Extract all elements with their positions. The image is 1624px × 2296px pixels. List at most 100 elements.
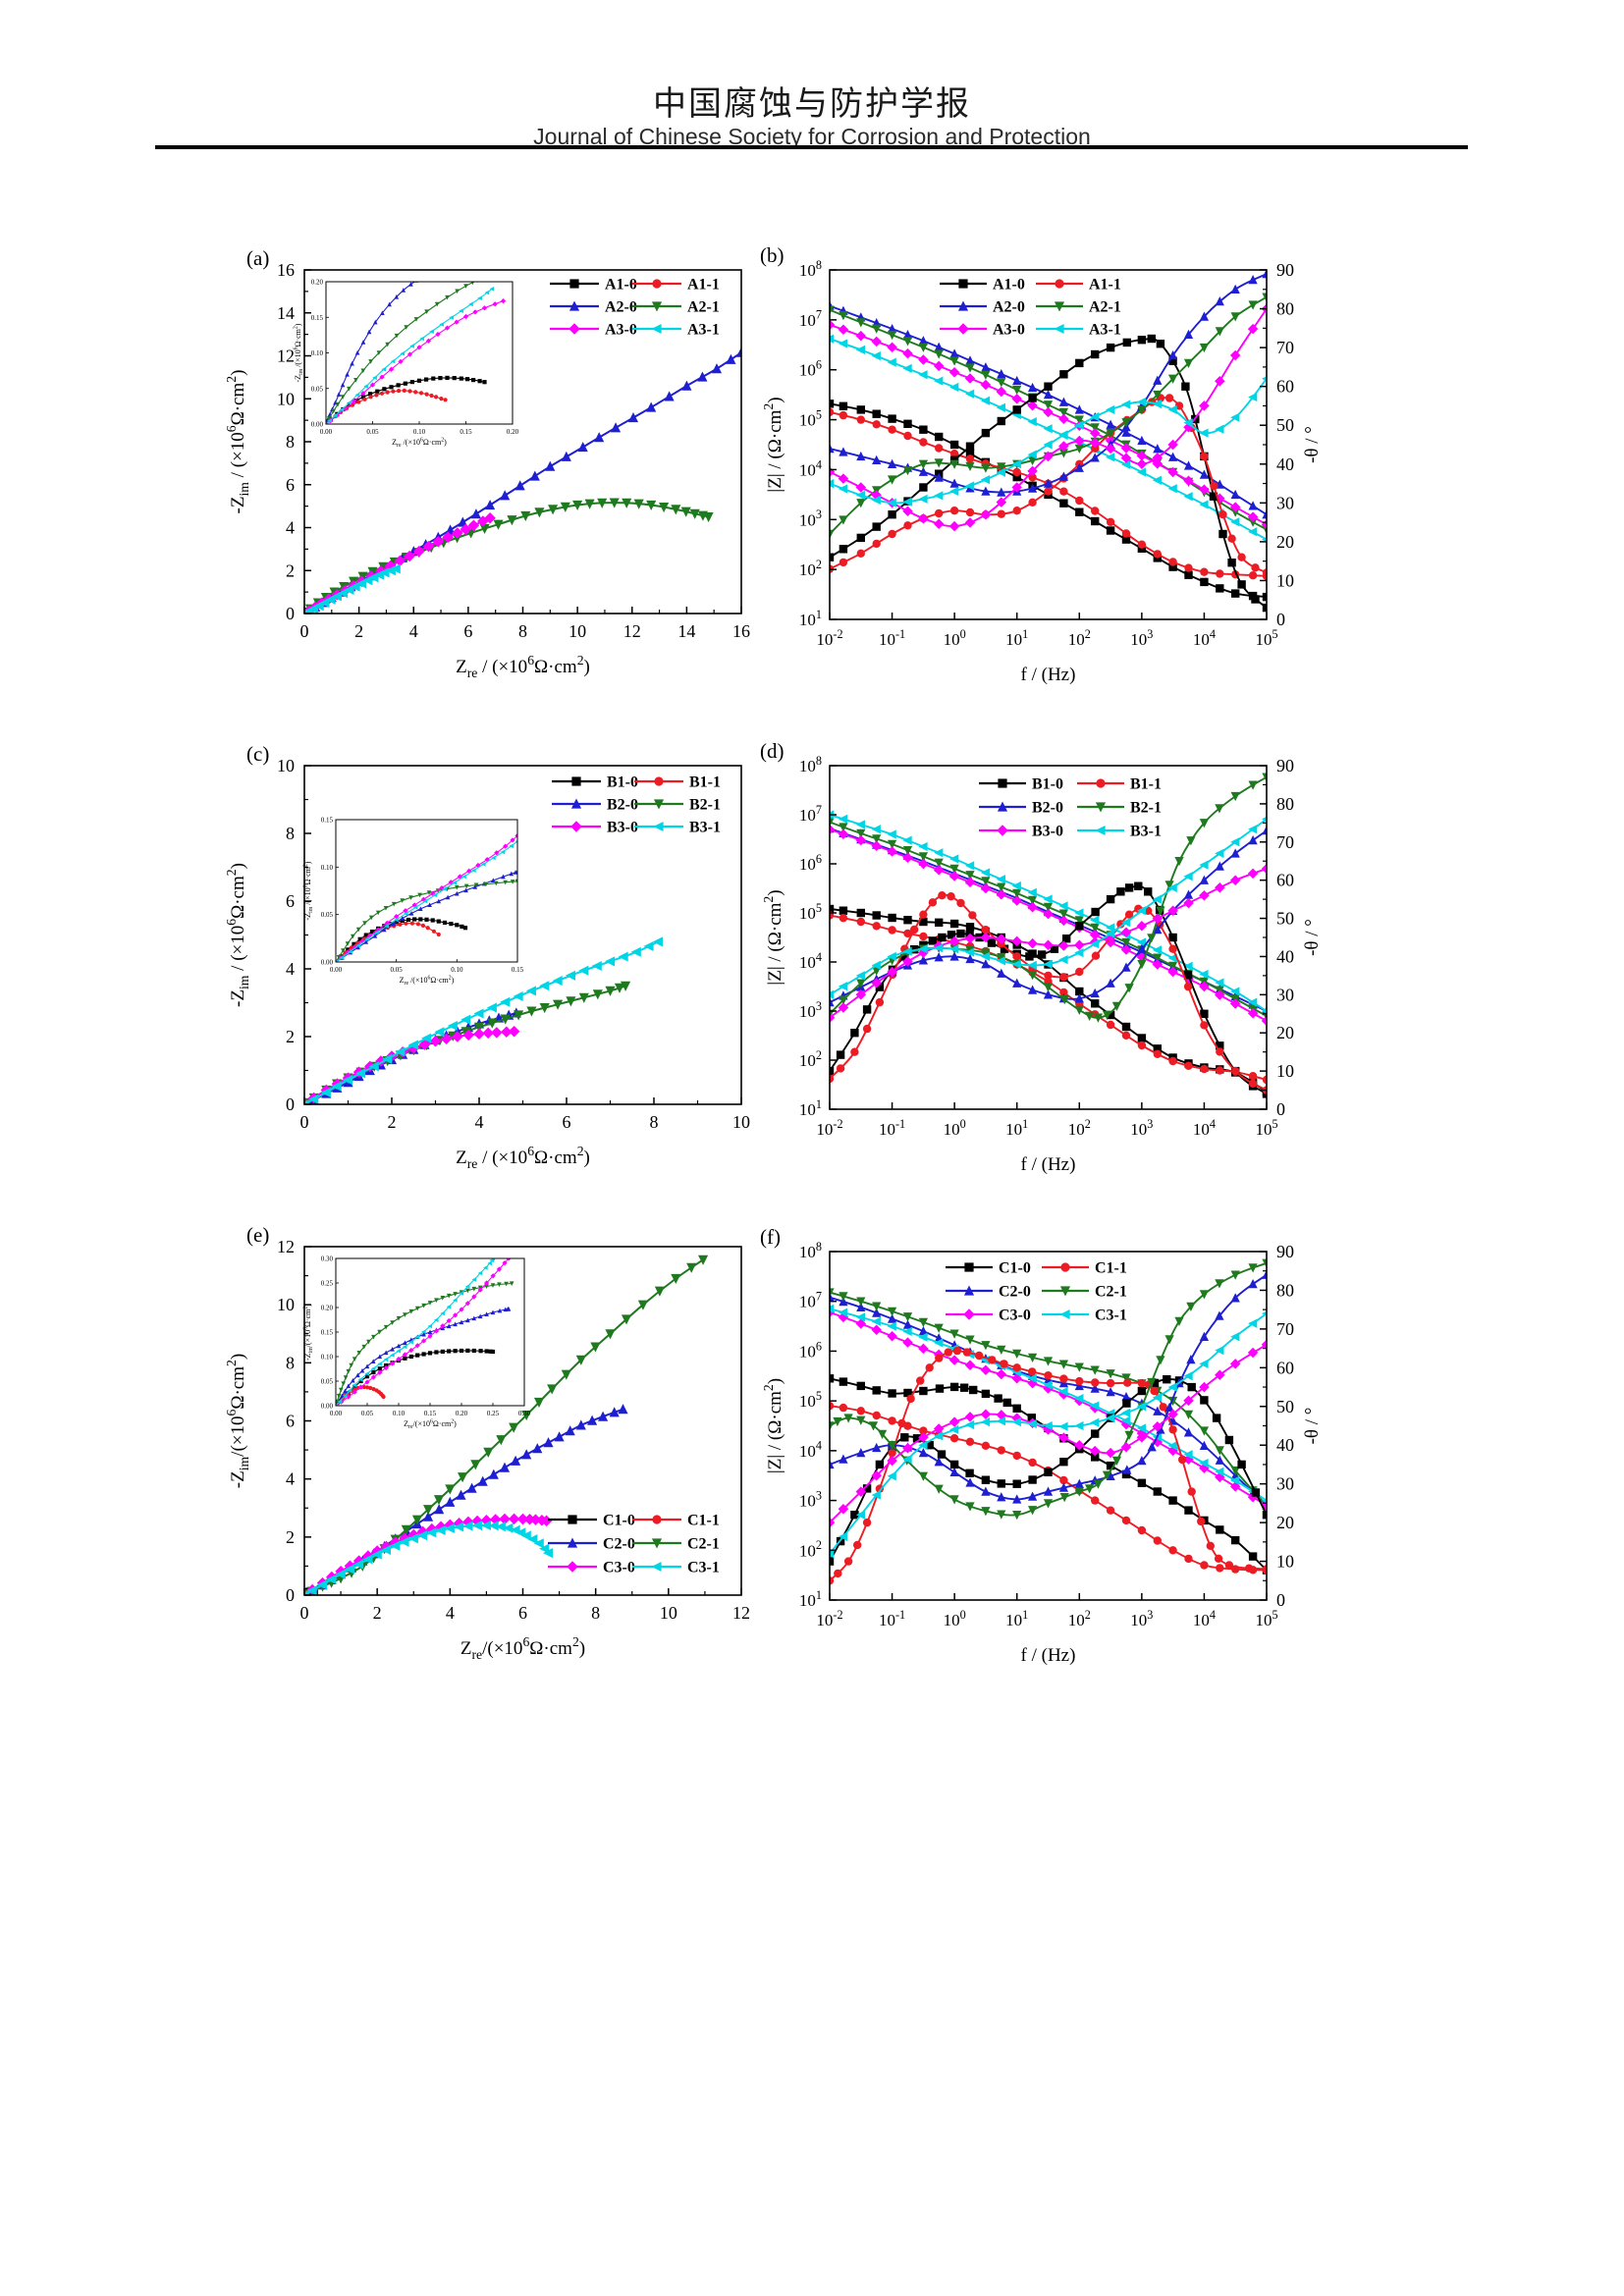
legend-label: A3-1 xyxy=(1089,322,1121,339)
y-right-tick-label: 0 xyxy=(1276,1099,1285,1119)
x-tick-label: 10 xyxy=(568,621,586,641)
y-right-tick-label: 30 xyxy=(1276,1474,1294,1494)
x-axis-title: Zre​/(×106​Ω·cm2​) xyxy=(460,1634,585,1662)
y-right-tick-label: 60 xyxy=(1276,871,1294,890)
y-tick-label: 0 xyxy=(286,604,295,623)
series-A3-1 xyxy=(326,286,495,424)
series-C2-1 xyxy=(336,1281,514,1406)
y-tick-label: 10 xyxy=(277,1295,295,1314)
series-B2-1 xyxy=(336,879,517,962)
x-tick-label: 2 xyxy=(388,1112,397,1132)
y-right-tick-label: 10 xyxy=(1276,1552,1294,1572)
inset-x-tick: 0.15 xyxy=(424,1410,437,1417)
x-axis-title: Zre​ / (×106​Ω·cm2​) xyxy=(456,1144,590,1171)
legend-item-A2-1: A2-1 xyxy=(632,299,720,316)
panel-d-bode-chart: 10-2​ 10-1​ 100​ 101​ 102​ 103​ 104​ 105​ 101​ 10… xyxy=(756,731,1394,1193)
y-right-tick-label: 90 xyxy=(1276,756,1294,775)
inset-y-tick: 0.05 xyxy=(311,385,324,393)
y-tick-label: 14 xyxy=(277,303,295,323)
y-left-tick-label: 108​ xyxy=(799,754,822,775)
inset-x-tick: 0.05 xyxy=(366,428,379,436)
legend-item-B2-0: B2-0 xyxy=(552,797,638,814)
y-left-tick-label: 105​ xyxy=(799,901,822,923)
legend-item-C1-0: C1-0 xyxy=(946,1260,1031,1277)
x-tick-label: 12 xyxy=(732,1603,750,1623)
series-B3-0 xyxy=(304,1026,520,1104)
inset-chart: 0.000.00 0.05 0.05 0.10 0.10 0.15 0.15 Zre​ /(×… xyxy=(303,817,524,988)
y-right-tick-label: 40 xyxy=(1276,946,1294,966)
y-left-tick-label: 104​ xyxy=(799,950,822,972)
panel-label: (c) xyxy=(246,742,269,766)
panel-c-nyquist-chart: 0 2 4 6 8 10 0 2 4 6 8 10 Zre​ / (×106​Ω·cm2​) -Zim​ … xyxy=(182,726,771,1188)
x-tick-label: 2 xyxy=(373,1603,382,1623)
x-axis-title: Zre​ / (×106​Ω·cm2​) xyxy=(456,653,590,680)
legend-label: C3-0 xyxy=(603,1560,635,1576)
y-right-tick-label: 60 xyxy=(1276,377,1294,397)
legend-label: B2-1 xyxy=(689,797,721,814)
y-tick-label: 4 xyxy=(286,1469,295,1489)
legend-item-A1-0: A1-0 xyxy=(550,277,637,294)
x-tick-label: 6 xyxy=(518,1603,527,1623)
y-tick-label: 4 xyxy=(286,518,295,538)
inset-y-tick: 0.00 xyxy=(311,421,324,429)
legend-label: C2-1 xyxy=(687,1536,720,1553)
y-left-tick-label: 103​ xyxy=(799,999,822,1021)
y-tick-label: 12 xyxy=(277,347,295,366)
legend-item-B3-0: B3-0 xyxy=(979,824,1063,840)
legend-item-B3-1: B3-1 xyxy=(634,820,721,836)
y-left-tick-label: 107​ xyxy=(799,308,822,330)
x-tick-label: 105​ xyxy=(1255,1608,1277,1629)
panel-label: (d) xyxy=(760,739,785,763)
x-tick-label: 14 xyxy=(677,621,695,641)
legend-item-A1-1: A1-1 xyxy=(1036,277,1121,294)
legend-label: B2-0 xyxy=(1032,800,1063,817)
legend-item-B2-0: B2-0 xyxy=(979,800,1063,817)
y-left-tick-label: 104​ xyxy=(799,457,822,479)
series-C3-1 xyxy=(304,1520,554,1595)
x-tick-label: 102​ xyxy=(1068,1117,1091,1139)
x-tick-label: 101​ xyxy=(1005,1608,1028,1629)
y-right-tick-label: 10 xyxy=(1276,1061,1294,1081)
legend-label: C2-0 xyxy=(603,1536,635,1553)
legend-item-B3-1: B3-1 xyxy=(1077,824,1162,840)
inset-y-title: -Zim​/(×106​Ω·cm2​) xyxy=(303,1304,314,1361)
inset-y-tick: 0.00 xyxy=(321,1403,334,1411)
y-axis-title: -Zim​/(×106​Ω·cm2​) xyxy=(224,1354,251,1488)
inset-y-title: -Zim​ /(×106​Ω·cm2​) xyxy=(303,861,314,920)
legend-item-B3-0: B3-0 xyxy=(552,820,638,836)
legend-item-A2-0: A2-0 xyxy=(550,299,637,316)
legend-label: B2-0 xyxy=(607,797,638,814)
inset-y-tick: 0.00 xyxy=(321,959,334,967)
x-tick-label: 102​ xyxy=(1068,627,1091,649)
series-B3-0 xyxy=(336,832,517,962)
inset-x-title: Zre​ /(×106​Ω·cm2​) xyxy=(400,976,455,987)
legend-label: C1-0 xyxy=(999,1260,1031,1277)
y-right-tick-label: 50 xyxy=(1276,909,1294,929)
x-axis-title: f / (Hz) xyxy=(1021,1645,1076,1666)
x-tick-label: 4 xyxy=(475,1112,484,1132)
y-tick-label: 8 xyxy=(286,1353,295,1372)
y-tick-label: 6 xyxy=(286,891,295,911)
legend-item-C2-0: C2-0 xyxy=(946,1284,1031,1301)
inset-y-tick: 0.15 xyxy=(321,817,334,825)
nyquist-plot-a: 0 2 4 6 8 10 12 14 16 0 2 4 6 8 10 12 14 16 Zre​ / (×106​Ω… xyxy=(224,246,750,680)
legend-label: A2-0 xyxy=(605,299,637,316)
x-tick-label: 10-2​ xyxy=(816,1608,842,1629)
x-tick-label: 104​ xyxy=(1193,1608,1216,1629)
inset-y-tick: 0.05 xyxy=(321,1378,334,1386)
inset-chart: 0.000.00 0.05 0.05 0.10 0.10 0.15 0.15 0.20 0.20… xyxy=(303,1255,531,1431)
legend-item-B1-0: B1-0 xyxy=(552,774,638,791)
y-left-tick-label: 104​ xyxy=(799,1439,822,1461)
legend-item-C2-0: C2-0 xyxy=(548,1536,635,1553)
axes: 10-2​ 10-1​ 100​ 101​ 102​ 103​ 104​ 105​ 101​ 10… xyxy=(761,258,1323,685)
y-tick-label: 8 xyxy=(286,824,295,843)
y-left-tick-label: 101​ xyxy=(799,1097,822,1119)
panel-a-nyquist-chart: 0 2 4 6 8 10 12 14 16 0 2 4 6 8 10 12 14 16 Zre​ / (×106​Ω… xyxy=(182,245,771,697)
inset-x-tick: 0.10 xyxy=(413,428,426,436)
legend-label: B3-1 xyxy=(1130,824,1162,840)
inset-y-tick: 0.10 xyxy=(321,864,334,872)
y-right-tick-label: 20 xyxy=(1276,532,1294,552)
legend-label: A1-0 xyxy=(993,277,1025,294)
legend-item-B1-1: B1-1 xyxy=(1077,776,1162,793)
